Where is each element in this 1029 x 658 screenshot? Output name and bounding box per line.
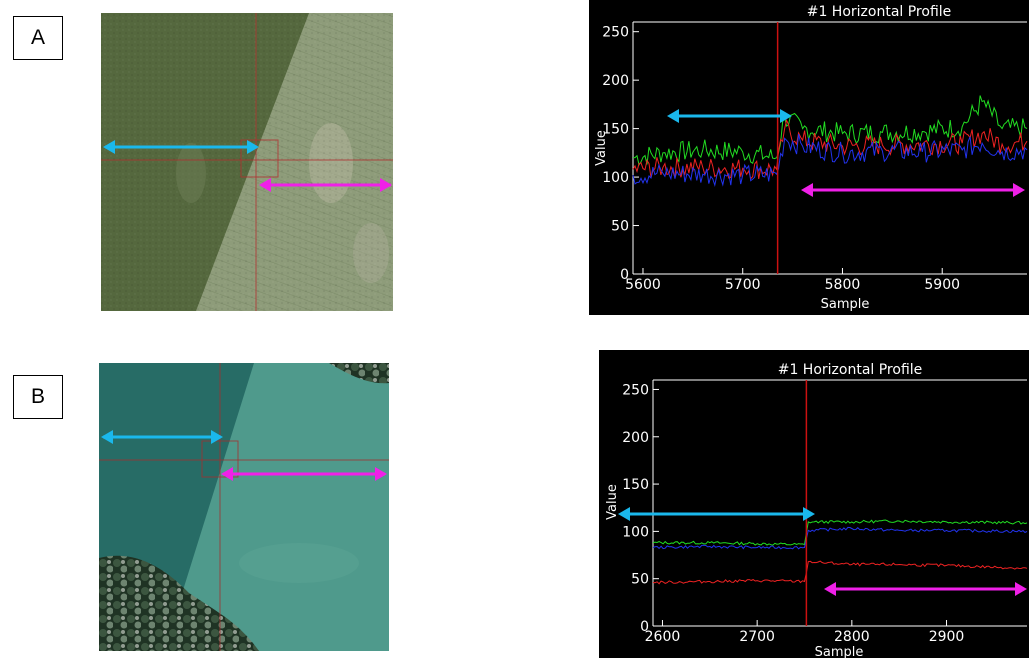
series-line-blue bbox=[632, 133, 1028, 188]
panel-label-b-text: B bbox=[30, 385, 45, 408]
x-tick-label: 5600 bbox=[625, 277, 661, 293]
magenta-arrow-head-left bbox=[824, 582, 836, 596]
panel-label-b: B bbox=[13, 375, 63, 419]
y-tick-label: 100 bbox=[602, 170, 629, 186]
cyan-arrow-head-right bbox=[780, 109, 792, 123]
y-tick-label: 250 bbox=[622, 382, 649, 398]
y-tick-label: 0 bbox=[620, 267, 629, 283]
cyan-arrowhead-right bbox=[211, 430, 223, 444]
x-axis-label: Sample bbox=[815, 645, 864, 658]
magenta-arrowhead-left bbox=[221, 467, 233, 481]
y-tick-label: 200 bbox=[622, 430, 649, 446]
x-tick-label: 2600 bbox=[645, 629, 681, 645]
cyan-arrow-head-right bbox=[803, 507, 815, 521]
series-line-red bbox=[652, 560, 1028, 585]
magenta-arrow-head-right bbox=[1015, 582, 1027, 596]
panel-label-a: A bbox=[13, 16, 63, 60]
x-tick-label: 2700 bbox=[739, 629, 775, 645]
y-axis-label: Value bbox=[605, 484, 620, 520]
profile-chart-b: #1 Horizontal Profile Sample Value 0 50 10… bbox=[599, 350, 1029, 658]
y-tick-label: 50 bbox=[631, 572, 649, 588]
magenta-arrow-head-right bbox=[1013, 183, 1025, 197]
aerial-image-a bbox=[101, 13, 393, 311]
cyan-arrow-head-left bbox=[618, 507, 630, 521]
panel-label-a-text: A bbox=[30, 26, 45, 49]
x-tick-label: 5900 bbox=[924, 277, 960, 293]
x-tick-label: 2800 bbox=[834, 629, 870, 645]
x-tick-label: 2900 bbox=[929, 629, 965, 645]
aerial-image-b bbox=[99, 363, 389, 651]
y-axis-label: Value bbox=[594, 130, 609, 166]
series-line-red bbox=[632, 118, 1028, 180]
y-tick-label: 250 bbox=[602, 25, 629, 41]
y-tick-label: 100 bbox=[622, 524, 649, 540]
y-tick-label: 0 bbox=[640, 619, 649, 635]
chart-title: #1 Horizontal Profile bbox=[778, 362, 923, 378]
magenta-arrowhead-right bbox=[375, 467, 387, 481]
y-tick-label: 200 bbox=[602, 73, 629, 89]
cyan-arrowhead-right bbox=[247, 140, 259, 154]
series-line-green bbox=[652, 519, 1028, 546]
series-line-green bbox=[632, 95, 1028, 167]
y-tick-label: 150 bbox=[602, 122, 629, 138]
y-tick-label: 50 bbox=[611, 219, 629, 235]
cyan-arrowhead-left bbox=[101, 430, 113, 444]
chart-title: #1 Horizontal Profile bbox=[807, 4, 952, 20]
profile-chart-a: #1 Horizontal Profile Sample Value 0 50 10… bbox=[589, 0, 1029, 315]
magenta-arrowhead-left bbox=[259, 178, 271, 192]
magenta-arrowhead-right bbox=[380, 178, 392, 192]
series-line-blue bbox=[652, 526, 1028, 550]
x-tick-label: 5700 bbox=[725, 277, 761, 293]
x-tick-label: 5800 bbox=[825, 277, 861, 293]
y-tick-label: 150 bbox=[622, 477, 649, 493]
x-axis-label: Sample bbox=[821, 297, 870, 312]
cyan-arrow-head-left bbox=[667, 109, 679, 123]
cyan-arrowhead-left bbox=[103, 140, 115, 154]
magenta-arrow-head-left bbox=[801, 183, 813, 197]
